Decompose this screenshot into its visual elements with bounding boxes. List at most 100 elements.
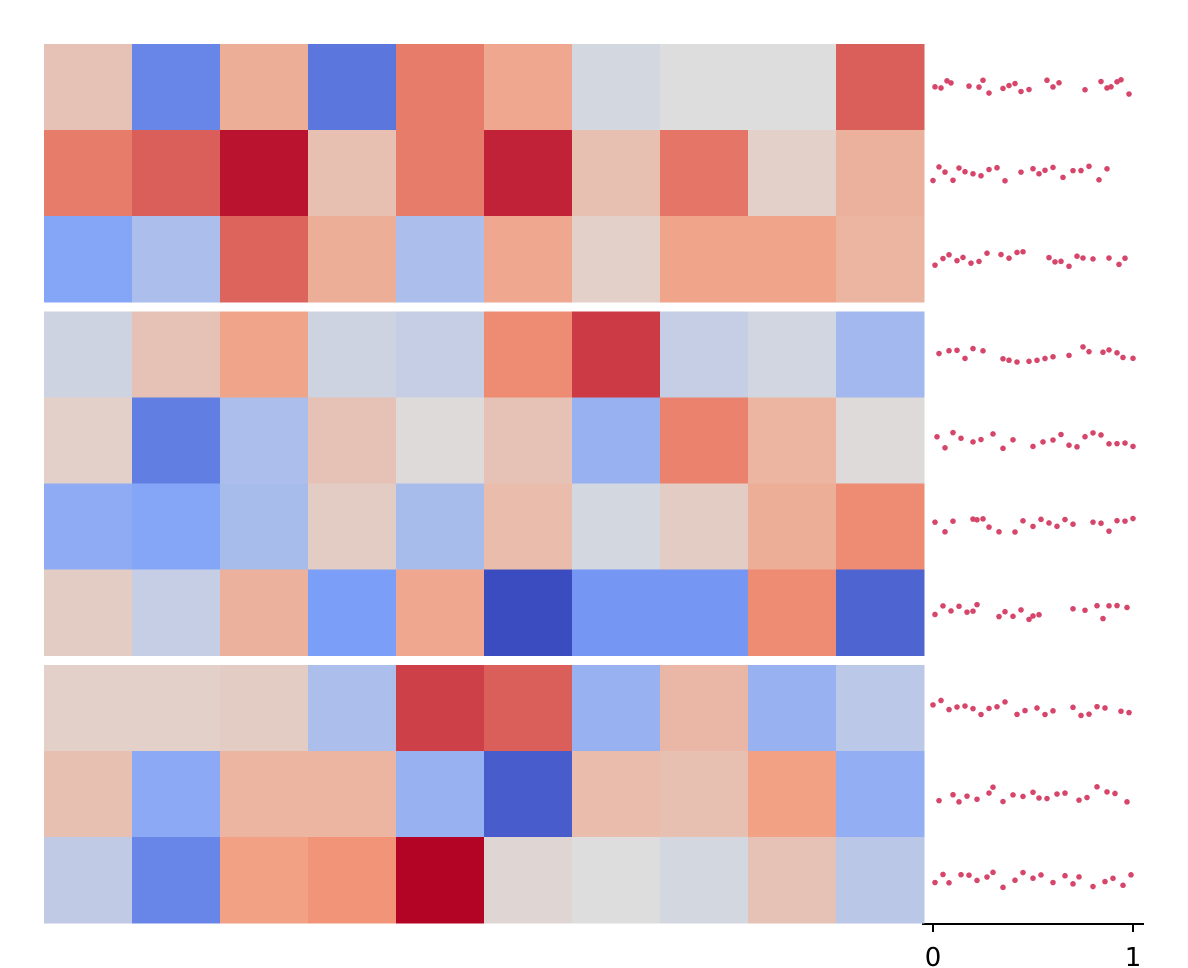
heatmap-cell [44, 130, 133, 217]
strip-point [1046, 520, 1052, 526]
heatmap-cell [308, 665, 397, 752]
strip-point [1130, 355, 1136, 362]
strip-point [1114, 349, 1120, 356]
strip-point [984, 250, 990, 256]
strip-point [974, 517, 980, 523]
strip-point [1034, 705, 1040, 711]
strip-point [986, 90, 992, 96]
heatmap-cell [572, 44, 661, 131]
strip-point [950, 518, 956, 524]
strip-point [994, 703, 1000, 710]
strip-point [1046, 254, 1052, 261]
strip-point [1118, 708, 1124, 715]
heatmap-cell [132, 311, 221, 398]
strip-point [954, 704, 960, 710]
strip-point [1006, 82, 1012, 89]
strip-point [940, 603, 946, 609]
heatmap-cell [748, 483, 837, 570]
strip-point [984, 874, 990, 880]
strip-point [1000, 445, 1006, 452]
strip-point [946, 706, 952, 713]
x-tick-label: 0 [925, 943, 942, 968]
strip-point [1076, 874, 1082, 880]
heatmap-cell [220, 569, 309, 656]
heatmap-cell [308, 483, 397, 570]
strip-point [1116, 261, 1122, 268]
strip-point [1000, 798, 1006, 805]
strip-point [962, 355, 968, 362]
strip-point [986, 790, 992, 796]
strip-point [966, 872, 972, 879]
heatmap-cell [572, 130, 661, 217]
strip-point [1070, 167, 1076, 174]
heatmap-cell [396, 569, 485, 656]
strip-point [958, 871, 964, 878]
strip-point [932, 879, 938, 886]
strip-point [1040, 439, 1046, 445]
heatmap-cell [484, 837, 573, 924]
heatmap-cell [44, 483, 133, 570]
strip-point [1052, 259, 1058, 265]
strip-point [950, 791, 956, 798]
strip-point [948, 608, 954, 614]
heatmap-cell [132, 397, 221, 484]
strip-point [1018, 169, 1024, 175]
strip-point [1070, 704, 1076, 711]
strip-point [942, 528, 948, 535]
strip-point [1060, 174, 1066, 181]
heatmap-cell [308, 216, 397, 303]
heatmap-cell [572, 751, 661, 838]
strip-point [976, 84, 982, 90]
strip-point [1020, 518, 1026, 524]
heatmap-cell [44, 397, 133, 484]
strip-point [1006, 357, 1012, 364]
heatmap-cell [44, 569, 133, 656]
strip-point [948, 80, 954, 86]
strip-point [990, 431, 996, 437]
strip-point [1002, 699, 1008, 705]
heatmap-cell [572, 216, 661, 303]
strip-point [956, 603, 962, 610]
strip-point [1104, 166, 1110, 172]
strip-point [946, 880, 952, 886]
strip-point [1020, 869, 1026, 876]
strip-point [1128, 872, 1134, 878]
heatmap-cell [308, 130, 397, 217]
heatmap-cell [396, 397, 485, 484]
strip-point [1104, 789, 1110, 795]
heatmap-cell [660, 837, 749, 924]
heatmap-cell [660, 751, 749, 838]
heatmap-cell [748, 130, 837, 217]
strip-point [1094, 602, 1100, 609]
strip-point [1036, 170, 1042, 177]
strip-point [1122, 255, 1128, 262]
strip-point [1120, 882, 1126, 889]
heatmap-cell [660, 130, 749, 217]
heatmap-cell [572, 569, 661, 656]
strip-point [1070, 605, 1076, 612]
strip-point [1082, 607, 1088, 614]
strip-point [930, 702, 936, 708]
strip-point [980, 348, 986, 354]
strip-point [980, 516, 986, 522]
strip-point [986, 166, 992, 173]
heatmap-cell [220, 665, 309, 752]
heatmap-cell [836, 483, 925, 570]
strip-point [1062, 516, 1068, 523]
heatmap-cell [660, 311, 749, 398]
strip-point [1000, 85, 1006, 92]
strip-point [1114, 440, 1120, 447]
heatmap-cell [836, 397, 925, 484]
strip-point [954, 257, 960, 264]
heatmap-cell [748, 751, 837, 838]
strip-point [1030, 443, 1036, 450]
strip-point [1010, 437, 1016, 443]
strip-point [1076, 797, 1082, 803]
strip-point [1096, 177, 1102, 183]
strip-point [1002, 177, 1008, 184]
strip-point [1080, 344, 1086, 350]
strip-point [1054, 791, 1060, 797]
strip-point [1070, 881, 1076, 887]
strip-point [1014, 359, 1020, 365]
strip-point [1130, 515, 1136, 522]
